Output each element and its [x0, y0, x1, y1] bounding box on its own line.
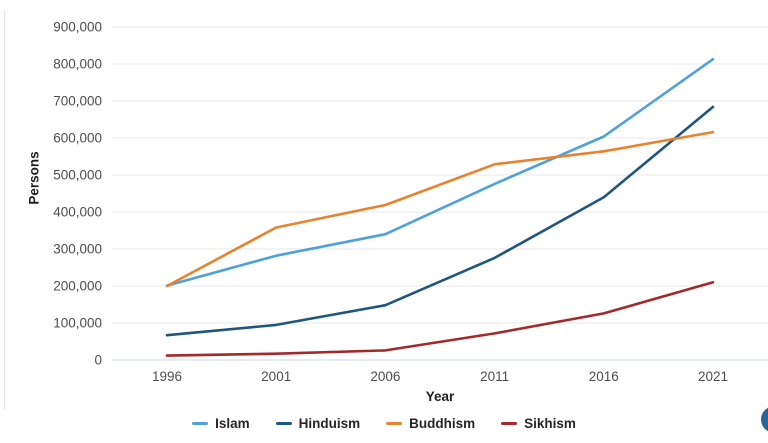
- y-tick-label: 900,000: [53, 20, 102, 35]
- x-tick-label: 2006: [370, 369, 400, 384]
- panel-left-border: [4, 10, 5, 410]
- y-tick-label: 300,000: [53, 242, 102, 257]
- y-tick-label: 0: [94, 353, 102, 368]
- legend-label: Sikhism: [524, 416, 576, 431]
- legend-item-buddhism[interactable]: Buddhism: [386, 416, 475, 431]
- x-axis-title: Year: [425, 389, 455, 404]
- line-chart-canvas[interactable]: 0 100,000 200,000 300,000 400,000 500,000 600,…: [0, 0, 768, 410]
- series-line-buddhism: [165, 130, 715, 288]
- series-line-hinduism: [165, 105, 715, 337]
- legend-line-swatch-icon: [386, 422, 403, 425]
- chart-legend: Islam Hinduism Buddhism Sikhism: [60, 416, 708, 431]
- legend-label: Hinduism: [298, 416, 361, 431]
- y-axis-title: Persons: [26, 151, 42, 205]
- x-tick-label: 1996: [152, 369, 182, 384]
- y-tick-label: 800,000: [53, 57, 102, 72]
- x-tick-label: 2021: [698, 369, 728, 384]
- y-tick-label: 400,000: [53, 205, 102, 220]
- chat-fab-button[interactable]: [761, 406, 768, 433]
- y-tick-label: 500,000: [53, 168, 102, 183]
- legend-line-swatch-icon: [275, 422, 292, 425]
- gridlines: [112, 26, 768, 361]
- legend-item-sikhism[interactable]: Sikhism: [501, 416, 576, 431]
- legend-item-hinduism[interactable]: Hinduism: [275, 416, 361, 431]
- legend-label: Islam: [215, 416, 250, 431]
- y-tick-label: 700,000: [53, 94, 102, 109]
- series-lines: [165, 57, 715, 357]
- x-tick-label: 2001: [261, 369, 291, 384]
- legend-line-swatch-icon: [192, 422, 209, 425]
- legend-label: Buddhism: [409, 416, 476, 431]
- x-tick-label: 2016: [589, 369, 619, 384]
- tick-labels: 0 100,000 200,000 300,000 400,000 500,000 600,…: [53, 20, 728, 385]
- x-tick-label: 2011: [480, 369, 509, 384]
- legend-line-swatch-icon: [501, 422, 518, 425]
- series-line-sikhism: [165, 281, 715, 357]
- series-line-islam: [165, 57, 715, 287]
- y-tick-label: 600,000: [53, 131, 102, 146]
- y-tick-label: 200,000: [53, 279, 102, 294]
- y-tick-label: 100,000: [53, 316, 102, 331]
- legend-item-islam[interactable]: Islam: [192, 416, 250, 431]
